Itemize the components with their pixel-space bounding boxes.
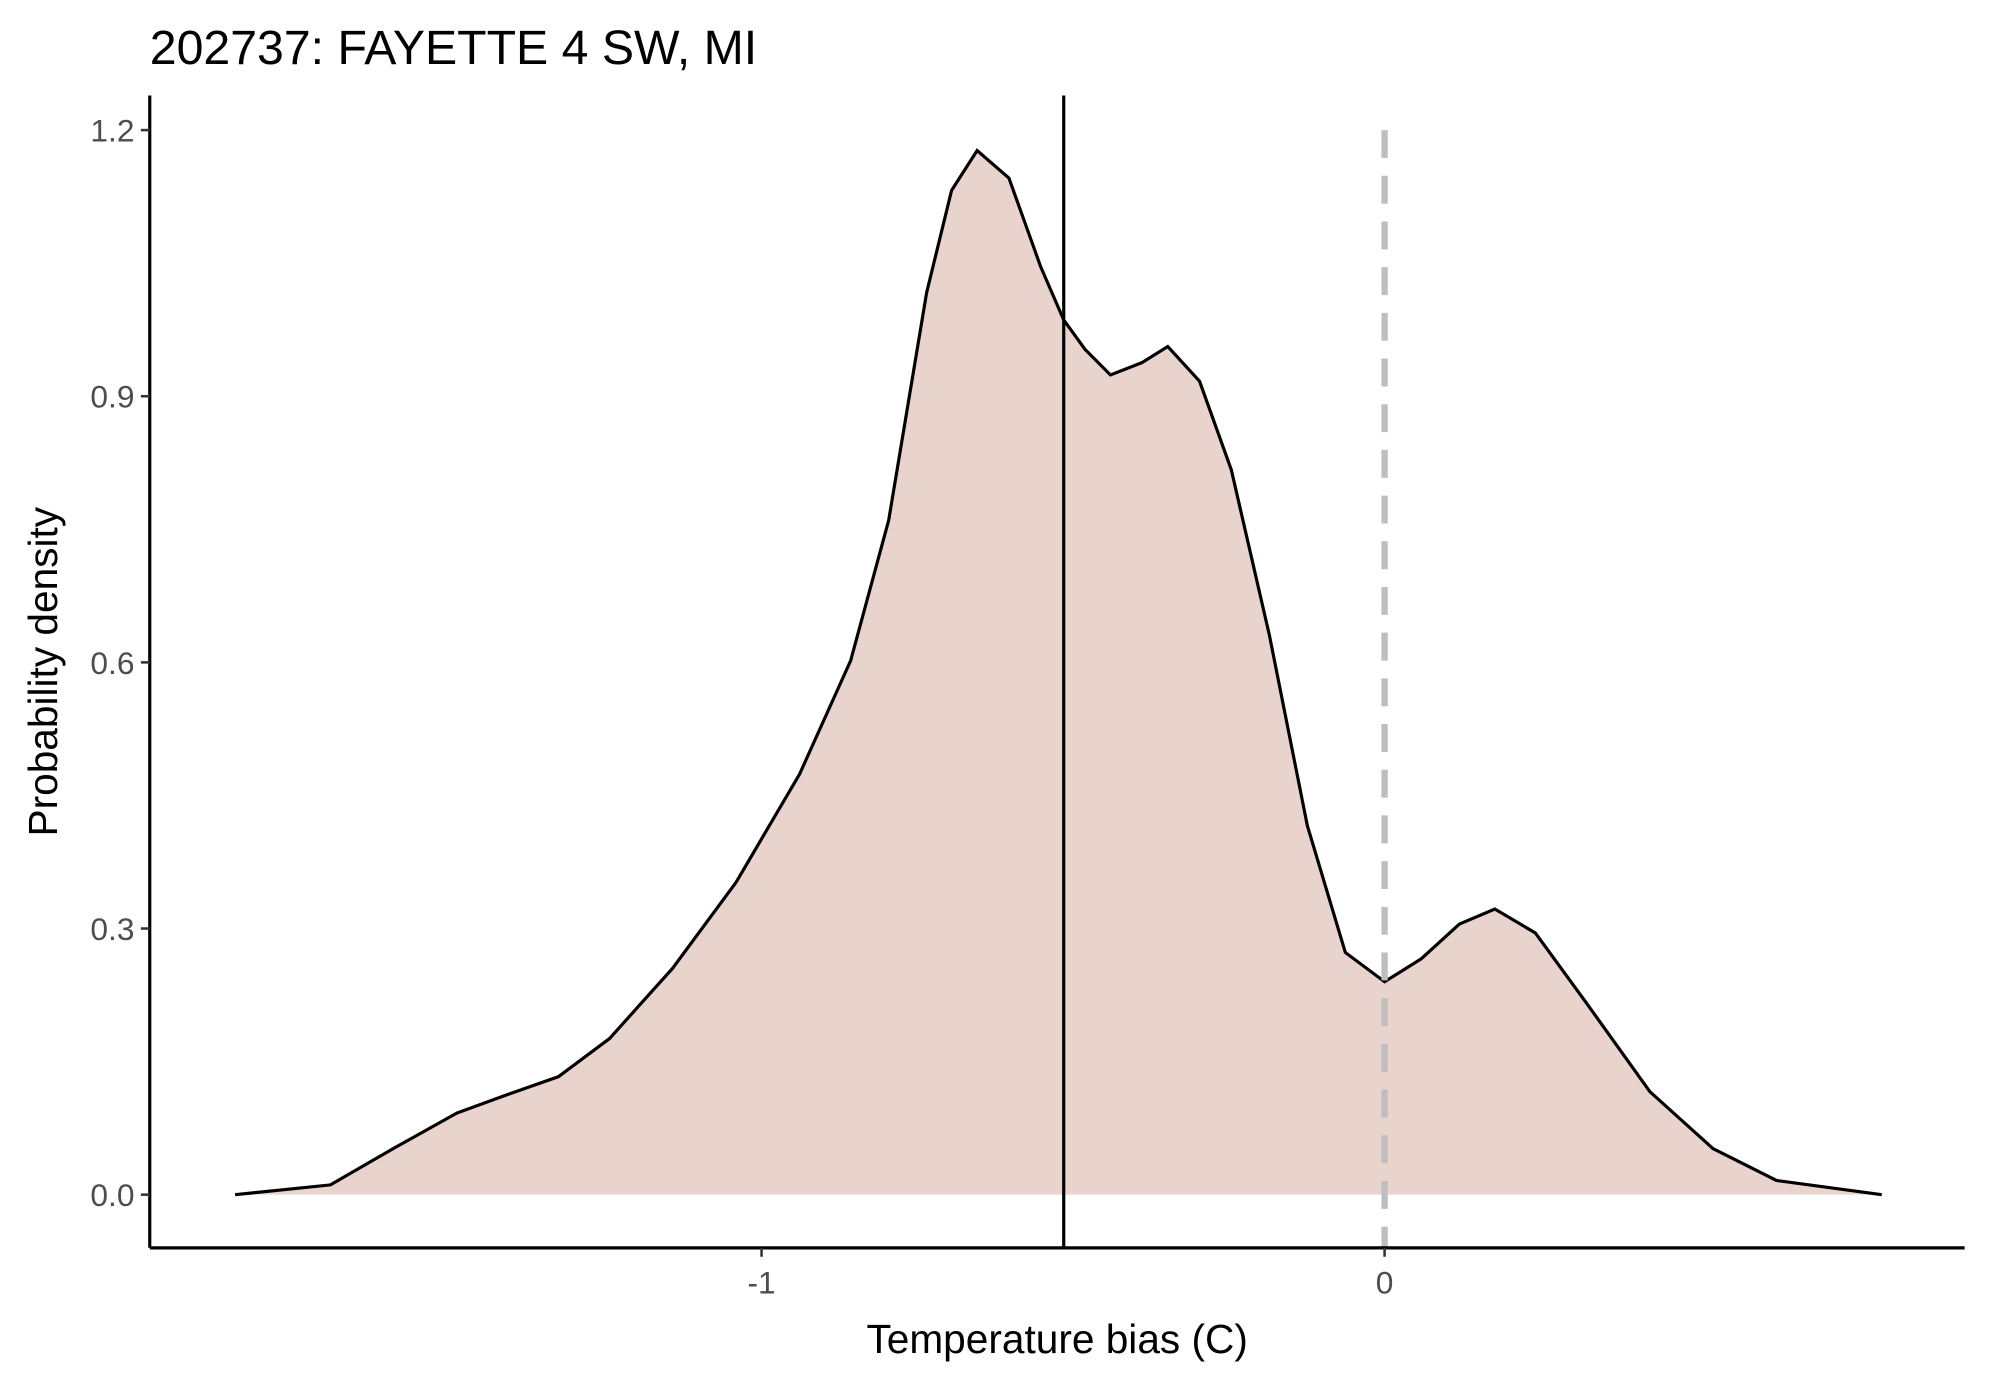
y-tick-label: 0.3 — [90, 911, 134, 947]
y-tick-label: 0.6 — [90, 645, 134, 681]
y-axis-label: Probability density — [20, 506, 66, 836]
y-tick-label: 0.0 — [90, 1177, 134, 1213]
density-line — [234, 148, 1882, 1197]
y-tick-label: 1.2 — [90, 113, 134, 149]
x-axis-label: Temperature bias (C) — [866, 1316, 1247, 1362]
y-tick-label: 0.9 — [90, 379, 134, 415]
chart-title: 202737: FAYETTE 4 SW, MI — [150, 21, 757, 75]
area-fill — [235, 150, 1882, 1195]
x-tick-label: 0 — [1376, 1265, 1394, 1301]
x-tick-label: -1 — [747, 1265, 775, 1301]
